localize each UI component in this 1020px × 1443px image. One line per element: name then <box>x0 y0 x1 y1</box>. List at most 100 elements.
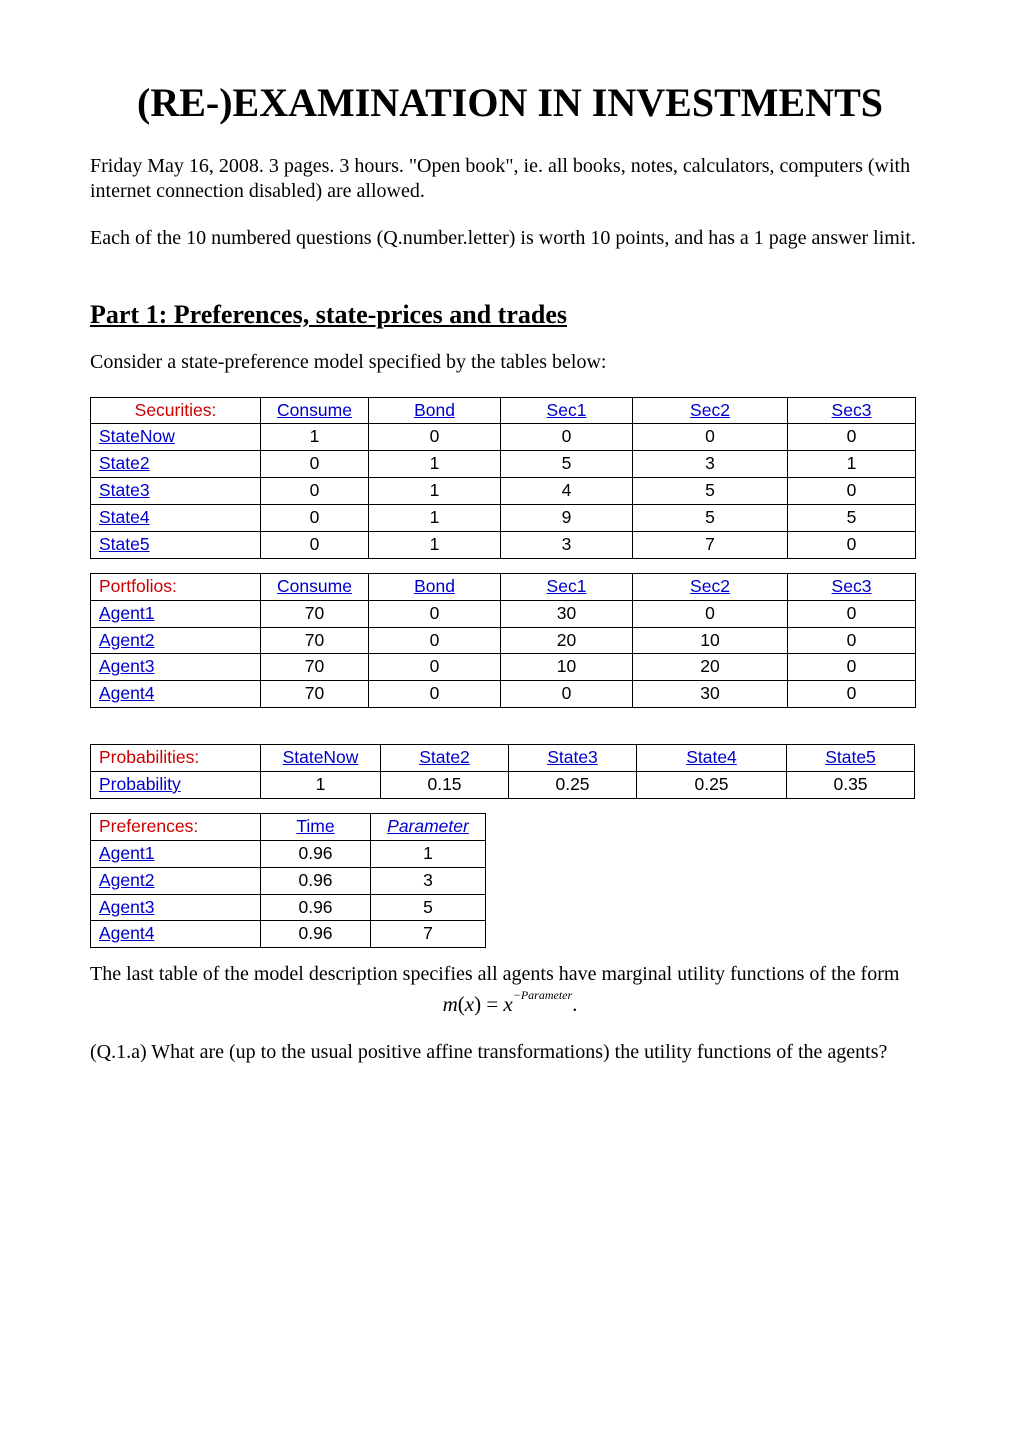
cell: 70 <box>261 627 369 654</box>
table-row: Agent2 0.96 3 <box>91 867 486 894</box>
column-header: State4 <box>637 745 787 772</box>
cell: 0 <box>369 424 501 451</box>
row-label: Agent4 <box>91 681 261 708</box>
cell: 1 <box>369 451 501 478</box>
table-header-row: Preferences: Time Parameter <box>91 813 486 840</box>
column-header: State5 <box>787 745 915 772</box>
table-row: Agent2 70 0 20 10 0 <box>91 627 916 654</box>
cell: 0.96 <box>261 840 371 867</box>
cell: 3 <box>501 531 633 558</box>
table-row: StateNow 1 0 0 0 0 <box>91 424 916 451</box>
row-label: State4 <box>91 505 261 532</box>
cell: 0 <box>369 600 501 627</box>
table-row: State2 0 1 5 3 1 <box>91 451 916 478</box>
cell: 0.96 <box>261 921 371 948</box>
probabilities-table: Probabilities: StateNow State2 State3 St… <box>90 744 915 799</box>
table-row: Probability 1 0.15 0.25 0.25 0.35 <box>91 772 915 799</box>
cell: 9 <box>501 505 633 532</box>
formula-m: m <box>443 992 458 1016</box>
formula-eq: = <box>486 992 498 1016</box>
cell: 0 <box>369 627 501 654</box>
cell: 1 <box>369 531 501 558</box>
cell: 0 <box>501 681 633 708</box>
cell: 1 <box>261 424 369 451</box>
column-header: Parameter <box>371 813 486 840</box>
column-header: State3 <box>509 745 637 772</box>
cell: 0.96 <box>261 894 371 921</box>
formula-x2: x <box>503 992 512 1016</box>
part1-intro: Consider a state-preference model specif… <box>90 350 930 375</box>
cell: 5 <box>633 505 788 532</box>
cell: 0 <box>788 478 916 505</box>
cell: 0.15 <box>381 772 509 799</box>
table-title-cell: Preferences: <box>91 813 261 840</box>
cell: 0.35 <box>787 772 915 799</box>
cell: 30 <box>501 600 633 627</box>
intro-paragraph-1: Friday May 16, 2008. 3 pages. 3 hours. "… <box>90 154 930 204</box>
cell: 0 <box>501 424 633 451</box>
cell: 70 <box>261 654 369 681</box>
cell: 1 <box>371 840 486 867</box>
cell: 1 <box>369 505 501 532</box>
cell: 3 <box>371 867 486 894</box>
formula-parameter: Parameter <box>521 988 572 1002</box>
cell: 0 <box>633 424 788 451</box>
part1-heading: Part 1: Preferences, state-prices and tr… <box>90 299 930 332</box>
utility-text: The last table of the model description … <box>90 962 930 987</box>
cell: 5 <box>788 505 916 532</box>
portfolios-table: Portfolios: Consume Bond Sec1 Sec2 Sec3 … <box>90 573 916 708</box>
column-header: Sec1 <box>501 397 633 424</box>
table-row: Agent4 0.96 7 <box>91 921 486 948</box>
row-label: StateNow <box>91 424 261 451</box>
column-header: Sec2 <box>633 573 788 600</box>
cell: 0 <box>788 424 916 451</box>
table-row: State4 0 1 9 5 5 <box>91 505 916 532</box>
table-row: State5 0 1 3 7 0 <box>91 531 916 558</box>
row-label: Agent2 <box>91 627 261 654</box>
cell: 0 <box>633 600 788 627</box>
cell: 0.96 <box>261 867 371 894</box>
column-header: Consume <box>261 397 369 424</box>
row-label: Agent2 <box>91 867 261 894</box>
column-header: Sec3 <box>788 397 916 424</box>
formula-x1: x <box>465 992 474 1016</box>
marginal-utility-formula: m(x) = x−Parameter. <box>90 991 930 1017</box>
cell: 1 <box>261 772 381 799</box>
table-row: Agent1 70 0 30 0 0 <box>91 600 916 627</box>
table-row: State3 0 1 4 5 0 <box>91 478 916 505</box>
cell: 5 <box>371 894 486 921</box>
column-header: Consume <box>261 573 369 600</box>
cell: 5 <box>633 478 788 505</box>
table-header-row: Probabilities: StateNow State2 State3 St… <box>91 745 915 772</box>
row-label: State2 <box>91 451 261 478</box>
column-header: Sec1 <box>501 573 633 600</box>
cell: 0 <box>788 681 916 708</box>
cell: 20 <box>633 654 788 681</box>
row-label: State3 <box>91 478 261 505</box>
cell: 0 <box>788 600 916 627</box>
column-header: Bond <box>369 573 501 600</box>
row-label: State5 <box>91 531 261 558</box>
table-title-cell: Securities: <box>91 397 261 424</box>
formula-period: . <box>572 992 577 1016</box>
cell: 20 <box>501 627 633 654</box>
cell: 10 <box>501 654 633 681</box>
column-header: Sec2 <box>633 397 788 424</box>
row-label: Agent3 <box>91 654 261 681</box>
cell: 1 <box>788 451 916 478</box>
table-title-cell: Portfolios: <box>91 573 261 600</box>
cell: 0 <box>261 531 369 558</box>
cell: 7 <box>371 921 486 948</box>
table-row: Agent1 0.96 1 <box>91 840 486 867</box>
row-label: Agent4 <box>91 921 261 948</box>
cell: 30 <box>633 681 788 708</box>
table-header-row: Securities: Consume Bond Sec1 Sec2 Sec3 <box>91 397 916 424</box>
cell: 0 <box>788 531 916 558</box>
table-row: Agent3 70 0 10 20 0 <box>91 654 916 681</box>
cell: 0 <box>788 627 916 654</box>
row-label: Probability <box>91 772 261 799</box>
table-header-row: Portfolios: Consume Bond Sec1 Sec2 Sec3 <box>91 573 916 600</box>
column-header: Sec3 <box>788 573 916 600</box>
column-header: Time <box>261 813 371 840</box>
column-header: State2 <box>381 745 509 772</box>
